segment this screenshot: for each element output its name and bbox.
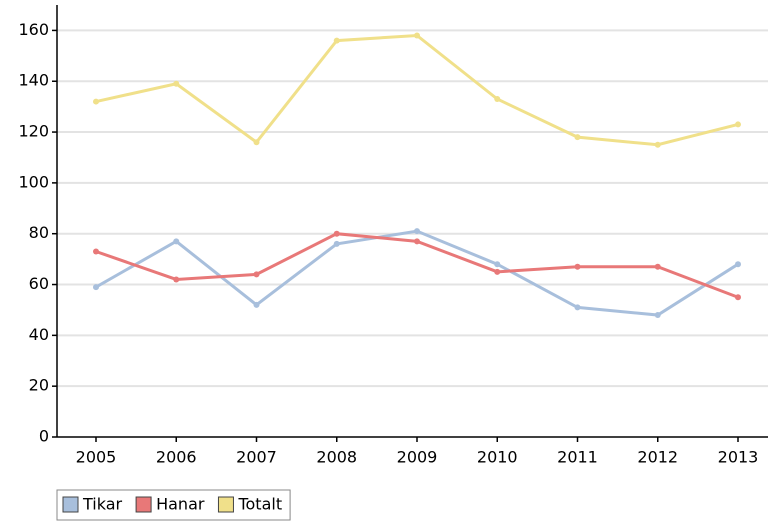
legend-label: Tikar	[82, 495, 123, 514]
point	[93, 284, 99, 291]
point	[735, 294, 741, 301]
x-tick-label: 2007	[236, 448, 277, 467]
point	[253, 301, 260, 308]
point	[574, 263, 581, 270]
legend-swatch	[217, 496, 234, 513]
x-tick-label: 2009	[397, 448, 438, 467]
x-tick-label: 2005	[76, 448, 117, 467]
x-tick-label: 2012	[637, 448, 678, 467]
point	[93, 248, 99, 255]
y-tick-label: 100	[18, 172, 49, 191]
legend-label: Totalt	[237, 495, 282, 514]
legend-label: Hanar	[156, 495, 205, 514]
y-tick-label: 0	[39, 427, 49, 446]
point	[735, 261, 741, 268]
legend: Tikar Hanar Totalt	[56, 489, 291, 521]
point	[735, 121, 741, 128]
y-tick-label: 60	[29, 274, 49, 293]
legend-swatch	[62, 496, 79, 513]
point	[93, 98, 99, 105]
point	[574, 134, 581, 141]
point	[333, 37, 340, 44]
point	[654, 263, 661, 270]
point	[654, 141, 661, 148]
point	[414, 32, 420, 39]
y-tick-label: 120	[18, 122, 49, 141]
point	[494, 96, 501, 103]
point	[333, 230, 340, 237]
legend-box	[56, 489, 291, 521]
y-tick-label: 20	[29, 376, 49, 395]
y-tick-label: 40	[29, 325, 49, 344]
point	[173, 80, 180, 87]
x-tick-label: 2013	[718, 448, 759, 467]
point	[654, 312, 661, 319]
y-tick-label: 160	[18, 20, 49, 39]
y-tick-label: 140	[18, 71, 49, 90]
y-tick-label: 80	[29, 223, 49, 242]
point	[494, 261, 501, 268]
point	[414, 228, 420, 235]
point	[494, 268, 501, 275]
x-tick-label: 2011	[557, 448, 598, 467]
point	[574, 304, 581, 311]
x-tick-label: 2006	[156, 448, 197, 467]
legend-swatch	[135, 496, 152, 513]
series-line	[95, 33, 739, 147]
point	[333, 240, 340, 247]
point	[173, 238, 180, 245]
point	[173, 276, 180, 283]
x-tick-label: 2010	[477, 448, 518, 467]
x-tick-label: 2008	[316, 448, 357, 467]
point	[253, 139, 260, 146]
point	[414, 238, 420, 245]
point	[253, 271, 260, 278]
